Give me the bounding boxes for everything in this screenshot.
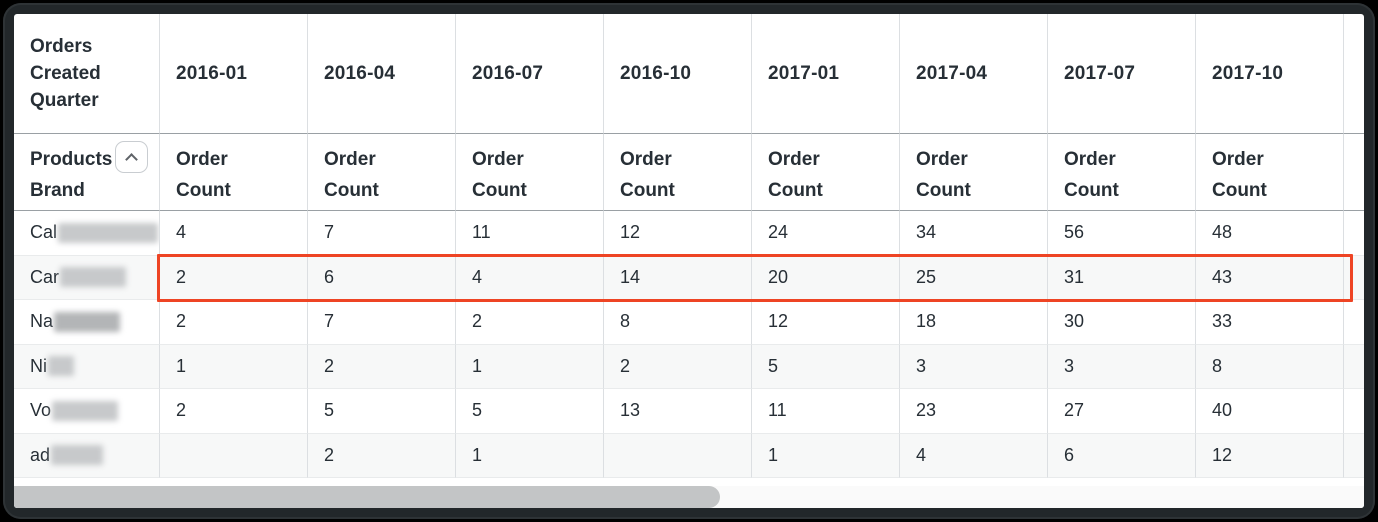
column-header[interactable]: 2016-10 [604,14,752,134]
value-cell[interactable]: 31 [1048,255,1196,300]
column-header[interactable]: 2017-10 [1196,14,1344,134]
value-cell[interactable]: 8 [604,300,752,345]
clipped-column [1344,300,1364,345]
value-cell[interactable]: 1 [752,433,900,478]
window-frame: Orders Created Quarter 2016-01 2016-04 2… [3,3,1375,519]
value-cell[interactable]: 24 [752,211,900,256]
row-dimension-header-cell: Products Brand [14,134,160,211]
value-cell[interactable]: 7 [308,300,456,345]
column-header[interactable]: 2016-04 [308,14,456,134]
measure-header-cell[interactable]: Order Count [160,134,308,211]
value-cell[interactable]: 6 [308,255,456,300]
value-cell[interactable]: 5 [308,389,456,434]
measure-header-cell[interactable]: Order Count [308,134,456,211]
clipped-column [1344,344,1364,389]
brand-cell: ad [14,433,160,478]
value-cell[interactable]: 34 [900,211,1048,256]
brand-cell: Vo [14,389,160,434]
value-cell[interactable]: 2 [604,344,752,389]
redaction-blur [51,445,104,466]
value-cell[interactable]: 13 [604,389,752,434]
value-cell[interactable]: 48 [1196,211,1344,256]
value-cell[interactable]: 11 [456,211,604,256]
redaction-blur [60,267,127,288]
value-cell[interactable]: 4 [900,433,1048,478]
clipped-column [1344,433,1364,478]
value-cell[interactable]: 2 [308,433,456,478]
row-dimension-label: Products Brand [30,149,113,201]
chevron-up-icon [125,152,138,166]
value-cell[interactable]: 1 [160,344,308,389]
horizontal-scrollbar-track[interactable] [14,486,1364,508]
column-header[interactable]: 2016-01 [160,14,308,134]
clipped-column [1344,14,1364,134]
value-cell[interactable]: 43 [1196,255,1344,300]
value-cell[interactable]: 40 [1196,389,1344,434]
value-cell[interactable] [160,433,308,478]
column-header[interactable]: 2017-01 [752,14,900,134]
value-cell[interactable]: 33 [1196,300,1344,345]
brand-cell: Ni [14,344,160,389]
column-header[interactable]: 2017-07 [1048,14,1196,134]
value-cell[interactable]: 2 [160,255,308,300]
value-cell[interactable]: 3 [1048,344,1196,389]
value-cell[interactable]: 7 [308,211,456,256]
value-cell[interactable] [604,433,752,478]
clipped-column [1344,134,1364,211]
pivot-table: Orders Created Quarter 2016-01 2016-04 2… [14,14,1364,478]
measure-header-cell[interactable]: Order Count [1196,134,1344,211]
redaction-blur [48,356,74,377]
corner-header-label: Orders Created Quarter [30,36,101,111]
measure-header-cell[interactable]: Order Count [752,134,900,211]
value-cell[interactable]: 2 [456,300,604,345]
clipped-column [1344,255,1364,300]
value-cell[interactable]: 30 [1048,300,1196,345]
value-cell[interactable]: 6 [1048,433,1196,478]
measure-header-cell[interactable]: Order Count [900,134,1048,211]
brand-cell: Na [14,300,160,345]
value-cell[interactable]: 4 [160,211,308,256]
value-cell[interactable]: 56 [1048,211,1196,256]
value-cell[interactable]: 23 [900,389,1048,434]
redaction-blur [58,222,159,243]
brand-cell: Car [14,255,160,300]
value-cell[interactable]: 2 [160,300,308,345]
value-cell[interactable]: 18 [900,300,1048,345]
corner-header-cell: Orders Created Quarter [14,14,160,134]
measure-header-cell[interactable]: Order Count [604,134,752,211]
redaction-blur [54,311,121,332]
value-cell[interactable]: 3 [900,344,1048,389]
measure-header-cell[interactable]: Order Count [1048,134,1196,211]
value-cell[interactable]: 5 [456,389,604,434]
value-cell[interactable]: 1 [456,344,604,389]
clipped-column [1344,211,1364,256]
clipped-column [1344,389,1364,434]
measure-header-cell[interactable]: Order Count [456,134,604,211]
value-cell[interactable]: 11 [752,389,900,434]
value-cell[interactable]: 12 [1196,433,1344,478]
value-cell[interactable]: 4 [456,255,604,300]
table-panel: Orders Created Quarter 2016-01 2016-04 2… [14,14,1364,508]
horizontal-scrollbar-thumb[interactable] [14,486,720,508]
value-cell[interactable]: 1 [456,433,604,478]
value-cell[interactable]: 27 [1048,389,1196,434]
collapse-column-button[interactable] [115,141,148,173]
column-header[interactable]: 2016-07 [456,14,604,134]
value-cell[interactable]: 20 [752,255,900,300]
value-cell[interactable]: 12 [604,211,752,256]
value-cell[interactable]: 14 [604,255,752,300]
value-cell[interactable]: 2 [308,344,456,389]
value-cell[interactable]: 25 [900,255,1048,300]
value-cell[interactable]: 2 [160,389,308,434]
column-header[interactable]: 2017-04 [900,14,1048,134]
value-cell[interactable]: 5 [752,344,900,389]
value-cell[interactable]: 8 [1196,344,1344,389]
redaction-blur [52,400,119,421]
value-cell[interactable]: 12 [752,300,900,345]
brand-cell: Cal [14,211,160,256]
